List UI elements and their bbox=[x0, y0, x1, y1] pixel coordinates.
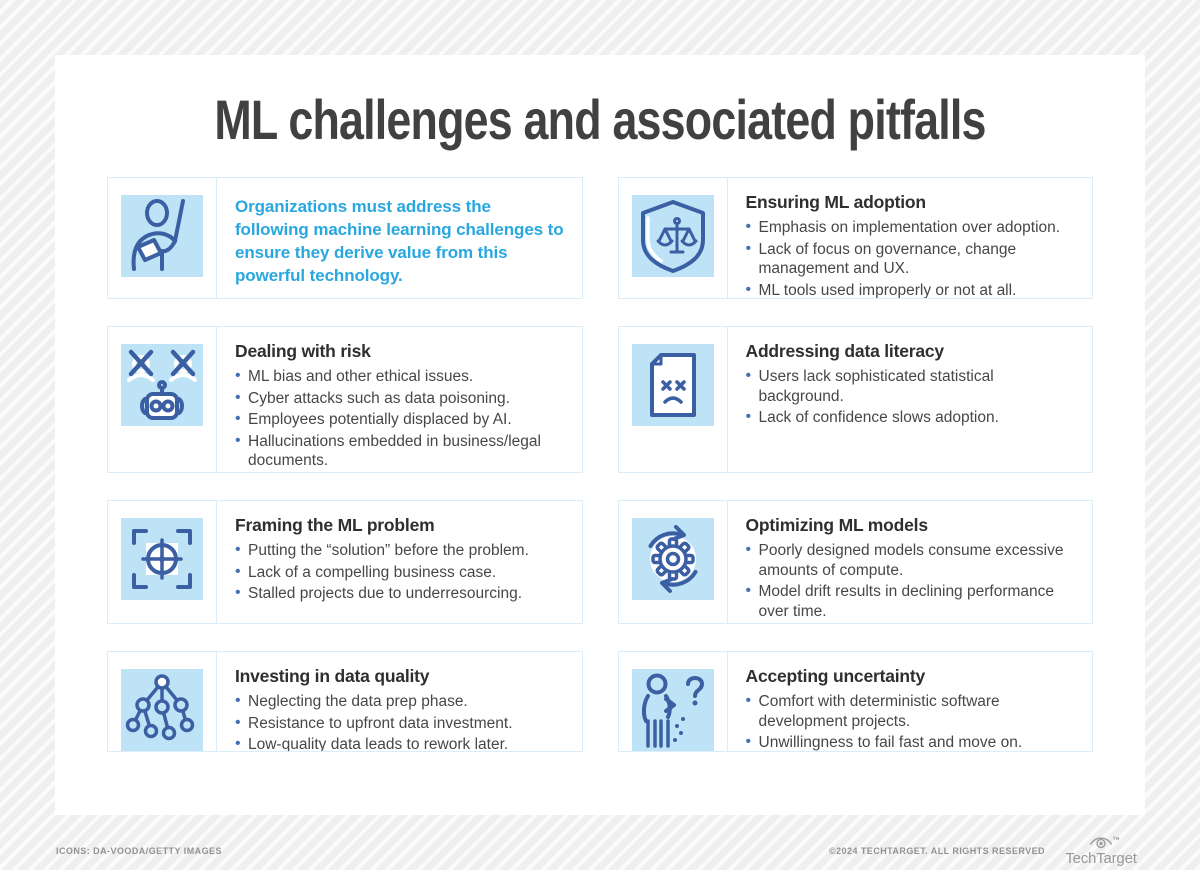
bullet-list: Users lack sophisticated statistical bac… bbox=[746, 366, 1079, 428]
techtarget-logo-text: TechTarget bbox=[1065, 850, 1137, 867]
person-question-icon bbox=[641, 673, 704, 748]
icon-column bbox=[619, 178, 728, 298]
card-addressing-data-literacy: Addressing data literacy Users lack soph… bbox=[617, 326, 1093, 473]
shield-scales-icon bbox=[640, 200, 705, 273]
card-heading: Accepting uncertainty bbox=[745, 666, 926, 686]
icon-box bbox=[631, 195, 714, 277]
icon-box bbox=[631, 518, 714, 600]
text-column: Addressing data literacy Users lack soph… bbox=[728, 327, 1093, 472]
bullet-item: Emphasis on implementation over adoption… bbox=[746, 217, 1079, 238]
data-tree-icon bbox=[125, 674, 195, 741]
card-heading: Dealing with risk bbox=[235, 341, 371, 361]
bullet-item: Cyber attacks such as data poisoning. bbox=[235, 388, 568, 409]
footer: ICONS: DA-VOODA/GETTY IMAGES ©2024 TECHT… bbox=[56, 834, 1144, 867]
icon-column bbox=[108, 178, 217, 298]
bullet-item: ML bias and other ethical issues. bbox=[235, 366, 568, 387]
icon-box bbox=[631, 669, 714, 751]
card-heading: Addressing data literacy bbox=[745, 341, 945, 361]
bullet-item: Lack of confidence slows adoption. bbox=[746, 407, 1079, 428]
page-title-text: ML challenges and associated pitfalls bbox=[214, 88, 986, 151]
icon-column bbox=[108, 652, 217, 751]
bullet-item: Hallucinations embedded in business/lega… bbox=[235, 431, 568, 471]
target-frame-icon bbox=[132, 529, 192, 589]
page-title: ML challenges and associated pitfalls bbox=[55, 89, 1145, 151]
techtarget-logo: TechTarget bbox=[1058, 834, 1144, 867]
bullet-item: Employees potentially displaced by AI. bbox=[235, 409, 568, 430]
icon-column bbox=[108, 327, 217, 472]
presenter-icon bbox=[131, 199, 185, 271]
text-column: Optimizing ML models Poorly designed mod… bbox=[728, 501, 1093, 623]
footer-right: ©2024 TECHTARGET. ALL RIGHTS RESERVED Te… bbox=[829, 834, 1144, 867]
bullet-item: Users lack sophisticated statistical bac… bbox=[746, 366, 1079, 406]
bullet-item: Stalled projects due to underresourcing. bbox=[235, 583, 568, 604]
bullet-item: Unwillingness to fail fast and move on. bbox=[746, 732, 1079, 751]
icon-column bbox=[619, 652, 728, 751]
card-optimizing-ml-models: Optimizing ML models Poorly designed mod… bbox=[617, 500, 1093, 624]
bullet-list: Putting the “solution” before the proble… bbox=[235, 540, 568, 604]
icon-box bbox=[121, 669, 203, 751]
robot-error-icon bbox=[127, 349, 197, 420]
card-heading: Framing the ML problem bbox=[235, 515, 435, 535]
copyright-text: ©2024 TECHTARGET. ALL RIGHTS RESERVED bbox=[829, 845, 1045, 856]
icon-box bbox=[121, 518, 203, 600]
bullet-item: Putting the “solution” before the proble… bbox=[235, 540, 568, 561]
card-heading: Investing in data quality bbox=[235, 666, 430, 686]
icon-column bbox=[619, 327, 728, 472]
bullet-item: Lack of focus on governance, change mana… bbox=[746, 239, 1079, 279]
text-column: Investing in data quality Neglecting the… bbox=[217, 652, 582, 751]
icon-column bbox=[619, 501, 728, 623]
card-heading: Ensuring ML adoption bbox=[745, 192, 927, 212]
icon-box bbox=[121, 195, 203, 277]
intro-text: Organizations must address the following… bbox=[235, 197, 564, 285]
icon-column bbox=[108, 501, 217, 623]
bullet-list: Poorly designed models consume excessive… bbox=[746, 540, 1079, 621]
icon-box bbox=[121, 344, 203, 426]
bullet-list: Emphasis on implementation over adoption… bbox=[746, 217, 1079, 298]
bullet-item: Poorly designed models consume excessive… bbox=[746, 540, 1079, 580]
card-investing-in-data-quality: Investing in data quality Neglecting the… bbox=[107, 651, 583, 752]
bullet-list: Neglecting the data prep phase.Resistanc… bbox=[235, 691, 568, 751]
text-column: Dealing with risk ML bias and other ethi… bbox=[217, 327, 582, 472]
card-heading: Optimizing ML models bbox=[745, 515, 929, 535]
card-dealing-with-risk: Dealing with risk ML bias and other ethi… bbox=[107, 326, 583, 473]
bullet-item: ML tools used improperly or not at all. bbox=[746, 280, 1079, 298]
bullet-item: Lack of a compelling business case. bbox=[235, 562, 568, 583]
text-column: Organizations must address the following… bbox=[217, 178, 582, 298]
bullet-item: Low-quality data leads to rework later. bbox=[235, 734, 568, 751]
bullet-item: Model drift results in declining perform… bbox=[746, 581, 1079, 621]
card-intro: Organizations must address the following… bbox=[107, 177, 583, 299]
card-framing-the-ml-problem: Framing the ML problem Putting the “solu… bbox=[107, 500, 583, 624]
text-column: Framing the ML problem Putting the “solu… bbox=[217, 501, 582, 623]
techtarget-eye-icon bbox=[1090, 836, 1119, 849]
card-accepting-uncertainty: Accepting uncertainty Comfort with deter… bbox=[617, 651, 1093, 752]
icon-box bbox=[631, 344, 714, 426]
content-sheet: ML challenges and associated pitfalls bbox=[55, 55, 1145, 815]
bullet-item: Neglecting the data prep phase. bbox=[235, 691, 568, 712]
icons-credit: ICONS: DA-VOODA/GETTY IMAGES bbox=[56, 845, 222, 856]
text-column: Accepting uncertainty Comfort with deter… bbox=[728, 652, 1093, 751]
bullet-item: Comfort with deterministic software deve… bbox=[746, 691, 1079, 731]
gear-sync-icon bbox=[648, 525, 697, 593]
bullet-list: ML bias and other ethical issues.Cyber a… bbox=[235, 366, 568, 471]
bullet-list: Comfort with deterministic software deve… bbox=[746, 691, 1079, 751]
card-ensuring-ml-adoption: Ensuring ML adoption Emphasis on impleme… bbox=[617, 177, 1093, 299]
bullet-item: Resistance to upfront data investment. bbox=[235, 713, 568, 734]
sad-document-icon bbox=[649, 353, 696, 417]
cards-grid: Organizations must address the following… bbox=[107, 177, 1093, 752]
text-column: Ensuring ML adoption Emphasis on impleme… bbox=[728, 178, 1093, 298]
